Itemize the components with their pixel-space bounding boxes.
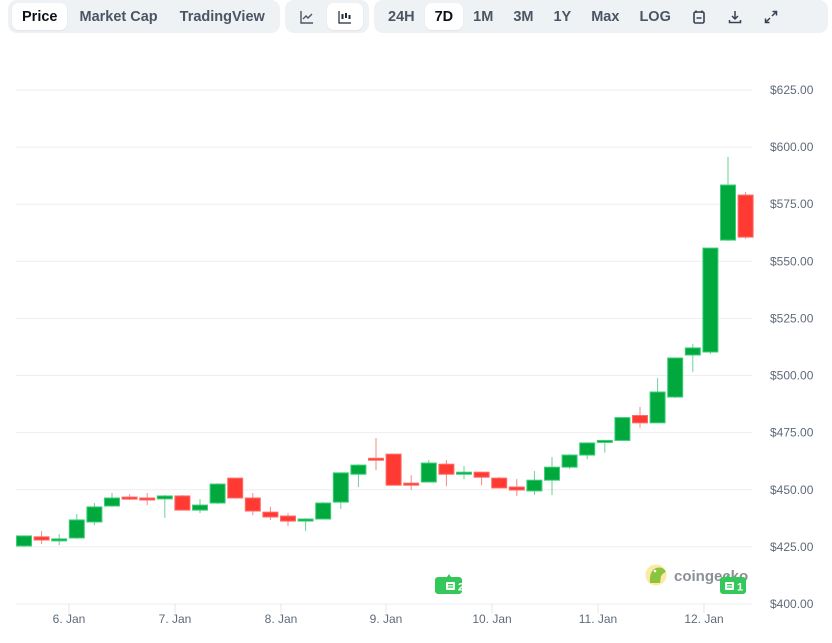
range-24h[interactable]: 24H [388,8,415,25]
candle[interactable] [209,483,226,504]
x-tick-label: 6. Jan [53,612,86,626]
candlestick-chart-icon [338,10,351,24]
candle[interactable] [544,457,560,496]
line-chart-button[interactable] [289,3,325,30]
candle[interactable] [508,479,525,496]
calendar-icon [693,10,705,24]
y-tick-label: $450.00 [770,483,814,497]
range-1y[interactable]: 1Y [553,8,572,25]
candle[interactable] [385,453,402,486]
candle[interactable] [649,378,666,424]
candle[interactable] [737,192,754,239]
y-tick-label: $425.00 [770,540,814,554]
download-button[interactable] [717,3,753,30]
candlestick-chart-button[interactable] [327,3,363,30]
candle[interactable] [174,495,191,511]
x-tick-label: 8. Jan [265,612,298,626]
range-7d[interactable]: 7D [424,3,464,30]
newspaper-icon [446,582,455,590]
download-icon [728,10,742,23]
candle[interactable] [579,442,596,460]
x-tick-label: 11. Jan [579,612,617,626]
y-axis-labels: $400.00 $425.00 $450.00 $475.00 $500.00 $525.… [770,83,814,611]
candle[interactable] [702,247,719,355]
candle[interactable] [526,471,543,496]
news-badge-1[interactable]: 2 [435,574,464,594]
newspaper-icon [725,582,734,590]
candle[interactable] [684,344,701,372]
candle[interactable] [139,492,156,506]
y-tick-label: $625.00 [770,83,814,97]
expand-icon [764,10,778,23]
candle[interactable] [420,460,437,483]
tab-tradingview[interactable]: TradingView [179,8,265,25]
x-axis: 6. Jan 7. Jan 8. Jan 9. Jan 10. Jan 11. Jan 12… [53,604,724,626]
range-tab-group: 24H 7D 1M 3M 1Y Max LOG [374,0,828,33]
y-tick-label: $500.00 [770,369,814,383]
candle[interactable] [491,476,508,489]
candle[interactable] [456,466,472,480]
range-1m[interactable]: 1M [473,8,494,25]
candle[interactable] [438,460,455,487]
y-tick-label: $525.00 [770,311,814,325]
x-tick-label: 7. Jan [159,612,192,626]
candle[interactable] [192,499,208,514]
candle[interactable] [68,513,85,539]
calendar-button[interactable] [681,3,717,30]
chart-type-group [285,0,369,33]
candles [16,156,754,547]
candle[interactable] [33,531,50,544]
range-max[interactable]: Max [591,8,620,25]
candle[interactable] [104,492,120,507]
chart-toolbar: Price Market Cap TradingView 24H 7D 1M 3… [0,0,832,34]
candle[interactable] [632,406,648,428]
candle[interactable] [51,534,68,546]
candle[interactable] [614,417,631,441]
news-count: 2 [458,582,464,594]
candle[interactable] [280,513,296,527]
x-tick-label: 9. Jan [370,612,403,626]
candle[interactable] [403,475,420,491]
x-tick-label: 10. Jan [472,612,511,626]
candle[interactable] [473,471,490,486]
y-tick-label: $600.00 [770,140,814,154]
grid-lines [16,89,752,605]
view-tab-group: Price Market Cap TradingView [8,0,280,33]
y-tick-label: $550.00 [770,254,814,268]
candle[interactable] [350,464,367,488]
x-tick-label: 12. Jan [684,612,723,626]
range-3m[interactable]: 3M [513,8,534,25]
candle[interactable] [121,494,138,501]
candle[interactable] [262,506,279,520]
candle[interactable] [561,454,578,470]
candle[interactable] [332,472,349,509]
y-tick-label: $575.00 [770,197,814,211]
news-badge-2[interactable]: 1 [720,574,746,594]
log-scale-toggle[interactable]: LOG [639,8,671,25]
candle[interactable] [315,502,332,520]
y-tick-label: $400.00 [770,597,814,611]
candle[interactable] [720,156,736,242]
candle[interactable] [156,495,173,518]
line-chart-icon [300,10,313,24]
candle[interactable] [297,518,314,532]
candle[interactable] [368,438,384,471]
candle[interactable] [244,492,261,516]
tab-market-cap[interactable]: Market Cap [79,8,158,25]
news-count: 1 [737,582,743,594]
candle[interactable] [86,503,103,525]
candle[interactable] [667,357,684,398]
fullscreen-button[interactable] [753,3,789,30]
candle[interactable] [227,477,244,499]
tab-price[interactable]: Price [12,3,68,30]
y-tick-label: $475.00 [770,426,814,440]
candle[interactable] [596,439,613,453]
candle[interactable] [16,535,32,547]
candlestick-chart[interactable]: $400.00 $425.00 $450.00 $475.00 $500.00 $525.… [0,40,832,643]
